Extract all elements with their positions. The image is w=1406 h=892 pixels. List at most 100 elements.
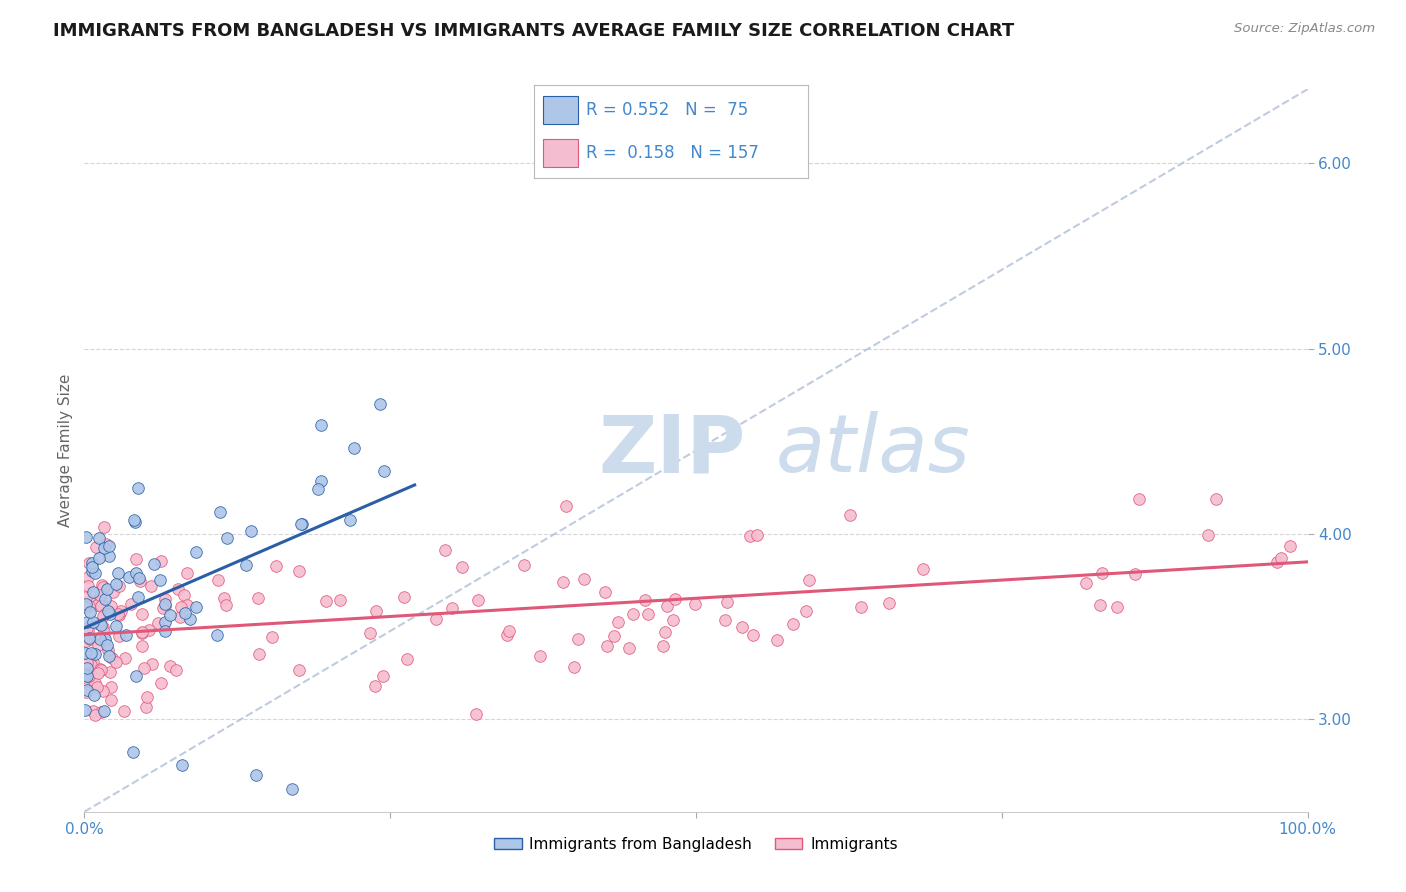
Point bbox=[76, 683, 98, 698]
Point bbox=[1123, 567, 1146, 582]
Point bbox=[93, 704, 115, 718]
Point bbox=[655, 599, 678, 614]
Point bbox=[90, 617, 112, 632]
Point bbox=[512, 558, 534, 572]
Point bbox=[89, 588, 111, 602]
Point bbox=[77, 570, 100, 584]
Point bbox=[465, 706, 488, 721]
Point bbox=[97, 539, 120, 553]
Point bbox=[637, 607, 659, 622]
Point bbox=[76, 656, 98, 670]
Point bbox=[207, 573, 229, 587]
Point bbox=[97, 643, 120, 657]
Point bbox=[76, 621, 98, 635]
Point bbox=[105, 618, 128, 632]
Point bbox=[1265, 555, 1288, 569]
Point bbox=[1088, 599, 1111, 613]
Point bbox=[73, 668, 96, 682]
Point bbox=[125, 566, 148, 581]
Point bbox=[112, 704, 135, 718]
Point bbox=[766, 632, 789, 647]
Point bbox=[79, 556, 101, 570]
Point bbox=[79, 669, 101, 683]
Point bbox=[150, 553, 173, 567]
Point bbox=[235, 558, 257, 572]
Point bbox=[155, 615, 177, 630]
Point bbox=[75, 599, 97, 614]
Point bbox=[602, 629, 624, 643]
Point bbox=[84, 676, 107, 690]
Point bbox=[84, 540, 107, 554]
Point bbox=[496, 628, 519, 642]
Point bbox=[392, 591, 415, 605]
Point bbox=[75, 681, 97, 695]
Point bbox=[118, 570, 141, 584]
Point bbox=[173, 606, 195, 620]
Point bbox=[135, 700, 157, 714]
Bar bbox=[543, 96, 578, 124]
Point bbox=[617, 641, 640, 656]
Point bbox=[94, 536, 117, 550]
Point bbox=[742, 627, 765, 641]
Point bbox=[108, 578, 131, 592]
Point bbox=[80, 648, 103, 662]
Point bbox=[208, 505, 231, 519]
Point bbox=[562, 660, 585, 674]
Point bbox=[794, 604, 817, 618]
Point bbox=[136, 690, 159, 705]
Point bbox=[141, 657, 163, 671]
Point bbox=[83, 688, 105, 702]
Point bbox=[307, 482, 329, 496]
Point bbox=[607, 615, 630, 629]
Point bbox=[567, 632, 589, 647]
Point bbox=[108, 629, 131, 643]
Point bbox=[97, 604, 120, 618]
Point bbox=[98, 607, 121, 621]
Point bbox=[1279, 540, 1302, 554]
Point bbox=[433, 543, 456, 558]
Point bbox=[1197, 527, 1219, 541]
Point bbox=[100, 692, 122, 706]
Point bbox=[662, 613, 685, 627]
Point bbox=[82, 704, 104, 718]
Point bbox=[91, 684, 114, 698]
Point bbox=[1074, 575, 1097, 590]
Point bbox=[440, 600, 463, 615]
Point bbox=[146, 616, 169, 631]
Point bbox=[127, 481, 149, 495]
Point bbox=[86, 599, 108, 613]
Point bbox=[75, 703, 97, 717]
Point bbox=[120, 597, 142, 611]
Point bbox=[76, 615, 98, 629]
Point bbox=[170, 599, 193, 614]
Point bbox=[149, 573, 172, 587]
Point bbox=[76, 579, 98, 593]
Point bbox=[100, 651, 122, 665]
Point bbox=[141, 579, 163, 593]
Point bbox=[107, 566, 129, 581]
Point bbox=[652, 639, 675, 653]
Point bbox=[93, 625, 115, 640]
Point bbox=[593, 584, 616, 599]
Point bbox=[596, 639, 619, 653]
Point bbox=[89, 632, 111, 647]
Point bbox=[634, 593, 657, 607]
Point bbox=[131, 626, 153, 640]
Point bbox=[82, 584, 104, 599]
Point bbox=[311, 418, 333, 433]
Point bbox=[87, 551, 110, 566]
Point bbox=[75, 591, 97, 605]
Point bbox=[100, 680, 122, 694]
Point bbox=[911, 562, 934, 576]
Y-axis label: Average Family Size: Average Family Size bbox=[58, 374, 73, 527]
Point bbox=[93, 541, 115, 555]
Point bbox=[217, 531, 239, 545]
Point bbox=[125, 552, 148, 566]
Point bbox=[73, 658, 96, 673]
Point bbox=[551, 574, 574, 589]
Point bbox=[75, 685, 97, 699]
Text: ZIP: ZIP bbox=[598, 411, 745, 490]
Point bbox=[80, 557, 103, 571]
Point bbox=[138, 623, 160, 637]
Point bbox=[96, 582, 118, 596]
